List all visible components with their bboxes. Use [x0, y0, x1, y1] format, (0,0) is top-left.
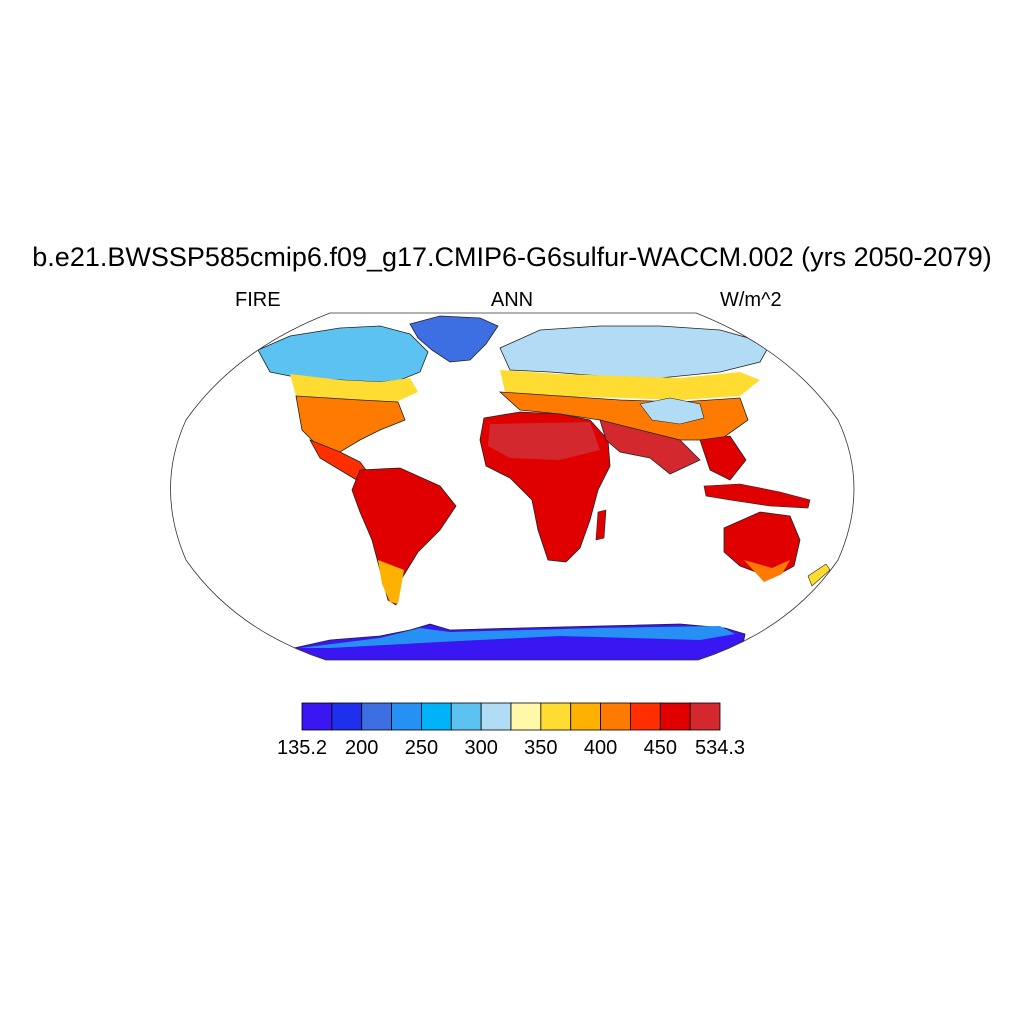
colorbar-swatch — [361, 702, 392, 731]
units-label: W/m^2 — [720, 289, 782, 311]
madagascar — [595, 509, 607, 541]
colorbar-tick-label: 350 — [524, 737, 558, 759]
colorbar — [301, 702, 721, 731]
colorbar-tick-label: 250 — [404, 737, 439, 759]
colorbar-swatch — [659, 702, 691, 731]
colorbar-tick-label: 534.3 — [694, 737, 746, 759]
season-label: ANN — [490, 289, 534, 311]
south-america — [351, 467, 457, 606]
colorbar-swatch — [480, 702, 512, 731]
arabia-india — [599, 419, 701, 475]
plot-title: b.e21.BWSSP585cmip6.f09_g17.CMIP6-G6sulf… — [32, 242, 992, 272]
north-america-mid — [290, 374, 418, 402]
colorbar-swatch — [570, 702, 601, 731]
eurasia-cold — [499, 325, 771, 379]
colorbar-tick-label: 450 — [643, 737, 677, 759]
colorbar-swatch — [450, 702, 482, 731]
indonesia — [703, 483, 811, 509]
colorbar-swatch — [331, 702, 363, 731]
australia-south — [744, 560, 790, 582]
antarctica-coast — [300, 626, 735, 648]
colorbar-tick-label: 300 — [464, 737, 498, 759]
colorbar-swatch — [540, 702, 572, 731]
eurasia-mid — [500, 370, 760, 400]
colorbar-swatch — [600, 702, 631, 731]
colorbar-swatch — [630, 702, 661, 731]
colorbar-swatch — [689, 702, 721, 731]
tibet-plateau — [639, 397, 705, 425]
south-america-south — [378, 560, 404, 604]
colorbar-tick-label: 200 — [345, 737, 379, 759]
colorbar-swatch — [301, 702, 333, 731]
map-border — [170, 312, 855, 661]
map-fill — [257, 315, 831, 660]
colorbar-swatch — [421, 702, 452, 731]
greenland — [409, 315, 499, 363]
australia — [723, 511, 801, 579]
new-zealand — [807, 563, 831, 587]
colorbar-swatch — [391, 702, 422, 731]
southeast-asia — [699, 435, 747, 481]
colorbar-tick-label: 135.2 — [276, 737, 328, 759]
variable-label: FIRE — [235, 289, 281, 311]
sahara — [488, 422, 600, 460]
colorbar-tick-label: 400 — [583, 737, 618, 759]
north-america-warm — [295, 395, 406, 453]
colorbar-swatch — [510, 702, 542, 731]
